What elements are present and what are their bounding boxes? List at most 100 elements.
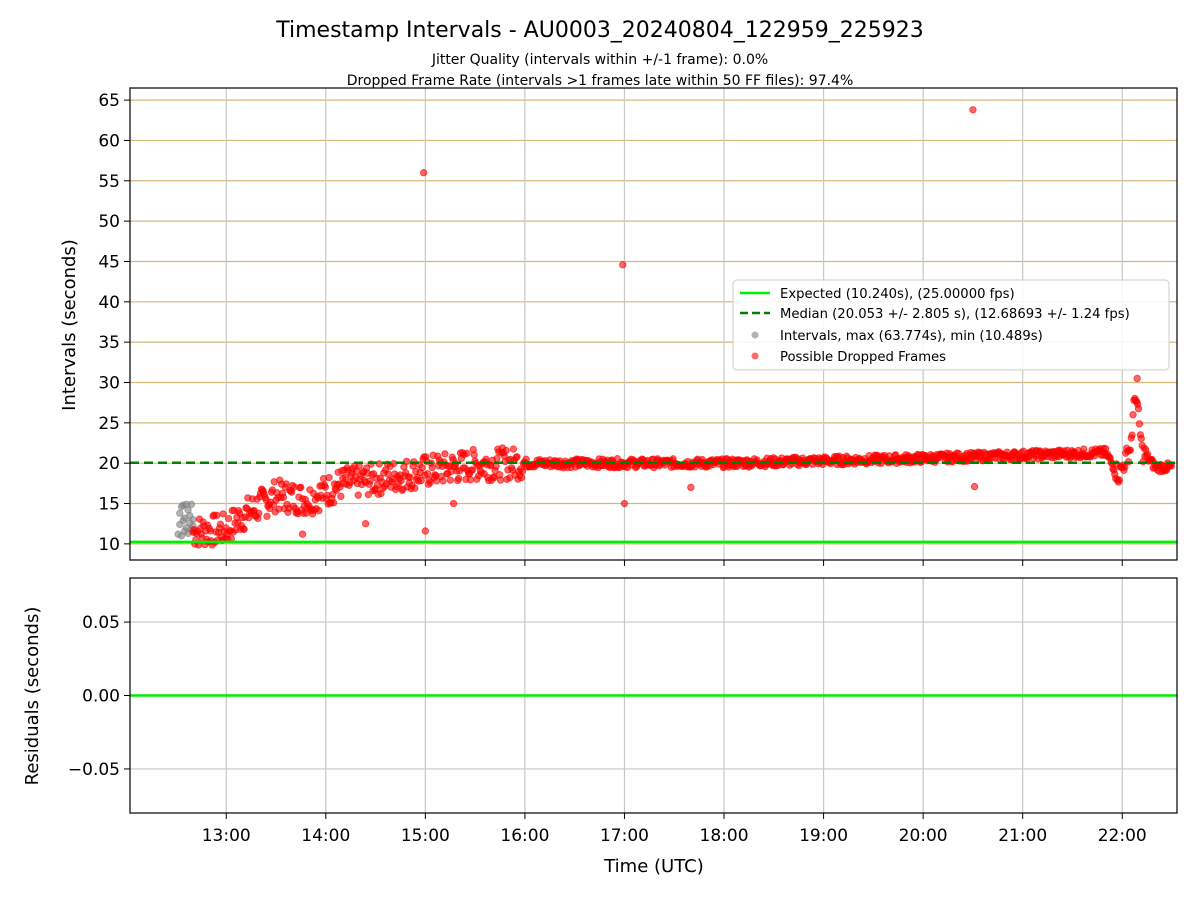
bottom-ytick-label-2: −0.05: [68, 760, 120, 780]
xtick-label-16:00: 16:00: [500, 826, 549, 846]
dropped-frame-point-1036: [1134, 405, 1143, 413]
dropped-frame-outlier-10: [1133, 374, 1141, 383]
top-ytick-label-65: 65: [98, 91, 120, 111]
dropped-frame-point-138: [315, 506, 323, 515]
interval-point-16: [187, 500, 196, 509]
dropped-frame-point-149: [325, 473, 333, 482]
legend-dropped-swatch: [751, 352, 759, 360]
bottom-ytick-label-0: 0.05: [82, 613, 120, 633]
dropped-frame-point-192: [364, 490, 372, 499]
dropped-frame-point-194: [366, 477, 374, 485]
dropped-frame-outlier-6: [298, 530, 307, 538]
dropped-frame-point-1030: [1129, 411, 1137, 419]
dropped-frame-outlier-1: [421, 527, 430, 535]
dropped-frame-point-234: [402, 457, 411, 466]
interval-point-18: [189, 515, 197, 524]
dropped-frame-point-343: [502, 446, 510, 455]
dropped-frame-point-976: [1080, 445, 1088, 453]
dropped-frame-point-102: [282, 480, 290, 488]
dropped-frame-point-81: [263, 512, 271, 521]
dropped-frame-point-238: [406, 473, 414, 481]
top-ytick-label-15: 15: [98, 495, 120, 515]
xtick-label-22:00: 22:00: [1098, 826, 1147, 846]
xtick-label-19:00: 19:00: [799, 826, 848, 846]
legend-entry-0: Expected (10.240s), (25.00000 fps): [780, 287, 1015, 302]
top-ytick-label-45: 45: [98, 252, 120, 272]
dropped-frame-point-1015: [1115, 476, 1124, 484]
dropped-frame-outlier-8: [449, 499, 458, 508]
dropped-frame-point-39: [224, 514, 233, 523]
legend-box: [732, 279, 1170, 371]
dropped-frame-point-351: [509, 445, 518, 453]
xtick-label-18:00: 18:00: [700, 826, 749, 846]
dropped-frame-point-56: [240, 525, 248, 534]
chart-title: Timestamp Intervals - AU0003_20240804_12…: [275, 18, 924, 43]
dropped-frame-point-291: [454, 474, 463, 483]
dropped-frame-point-145: [321, 483, 330, 491]
legend-entry-1: Median (20.053 +/- 2.805 s), (12.68693 +…: [780, 307, 1130, 322]
top-ytick-label-60: 60: [98, 131, 120, 151]
xtick-label-13:00: 13:00: [202, 826, 251, 846]
dropped-frame-point-355: [513, 453, 521, 461]
dropped-frame-point-26: [213, 511, 221, 520]
chart-subtitle-dropped: Dropped Frame Rate (intervals >1 frames …: [347, 73, 854, 89]
dropped-frame-point-243: [411, 484, 419, 492]
dropped-frame-point-300: [463, 449, 471, 458]
dropped-frame-point-360: [517, 473, 526, 482]
dropped-frame-outlier-9: [687, 483, 695, 492]
dropped-frame-point-332: [492, 462, 500, 470]
top-ytick-label-30: 30: [98, 373, 120, 393]
dropped-frame-point-72: [255, 509, 263, 518]
dropped-frame-outlier-2: [619, 260, 627, 269]
legend-entry-3: Possible Dropped Frames: [780, 350, 946, 365]
dropped-frame-point-162: [337, 492, 345, 501]
dropped-frame-point-274: [439, 477, 447, 485]
dropped-frame-outlier-7: [361, 519, 370, 528]
top-ytick-label-55: 55: [98, 172, 120, 192]
dropped-frame-point-333: [493, 454, 501, 463]
dropped-frame-point-308: [470, 451, 478, 459]
dropped-frame-point-214: [384, 470, 393, 478]
interval-point-2: [176, 509, 184, 517]
top-plot-frame: [129, 87, 1178, 561]
dropped-frame-point-1027: [1126, 446, 1134, 454]
dropped-frame-point-33: [219, 510, 227, 518]
dropped-frame-point-1037: [1135, 420, 1144, 428]
xtick-label-17:00: 17:00: [600, 826, 649, 846]
bottom-ytick-label-1: 0.00: [82, 687, 120, 707]
dropped-frame-point-262: [428, 463, 436, 472]
dropped-frame-point-154: [329, 499, 338, 507]
residuals-panel: 0.05 0.00 −0.05 13:00 14:00 15:00 16:00 17:00 18…: [68, 577, 1178, 846]
dropped-frame-point-257: [423, 470, 432, 478]
dropped-frame-point-250: [417, 476, 425, 485]
top-ytick-label-50: 50: [98, 212, 120, 232]
top-ytick-label-35: 35: [98, 333, 120, 353]
xtick-label-20:00: 20:00: [899, 826, 948, 846]
legend-intervals-swatch: [751, 331, 759, 339]
dropped-frame-outlier-3: [620, 499, 629, 508]
intervals-panel: 10 15 20 25 30 35 40 45 50 55 60 65 Expected (10.240…: [98, 87, 1178, 566]
top-ytick-label-10: 10: [98, 535, 120, 555]
xtick-label-21:00: 21:00: [998, 826, 1047, 846]
dropped-frame-point-30: [216, 520, 225, 528]
dropped-frame-point-181: [354, 491, 362, 499]
dropped-frame-point-276: [441, 450, 449, 458]
dropped-frame-point-118: [297, 483, 305, 492]
bottom-plot-frame: [129, 577, 1178, 814]
top-ytick-label-40: 40: [98, 293, 120, 313]
dropped-frame-point-1029: [1128, 431, 1136, 439]
dropped-frame-outlier-4: [969, 106, 977, 114]
xtick-label-15:00: 15:00: [401, 826, 450, 846]
dropped-frame-outlier-0: [419, 169, 428, 177]
dropped-frame-point-306: [468, 466, 477, 474]
top-ytick-label-25: 25: [98, 414, 120, 434]
dropped-frame-point-99: [279, 493, 288, 502]
top-ytick-label-20: 20: [98, 454, 120, 474]
xtick-label-14:00: 14:00: [301, 826, 350, 846]
bottom-y-axis-label: Residuals (seconds): [22, 607, 43, 786]
dropped-frame-point-282: [446, 476, 455, 484]
x-axis-label: Time (UTC): [603, 856, 704, 877]
dropped-frame-outlier-5: [970, 482, 979, 491]
dropped-frame-point-1039: [1137, 434, 1145, 443]
